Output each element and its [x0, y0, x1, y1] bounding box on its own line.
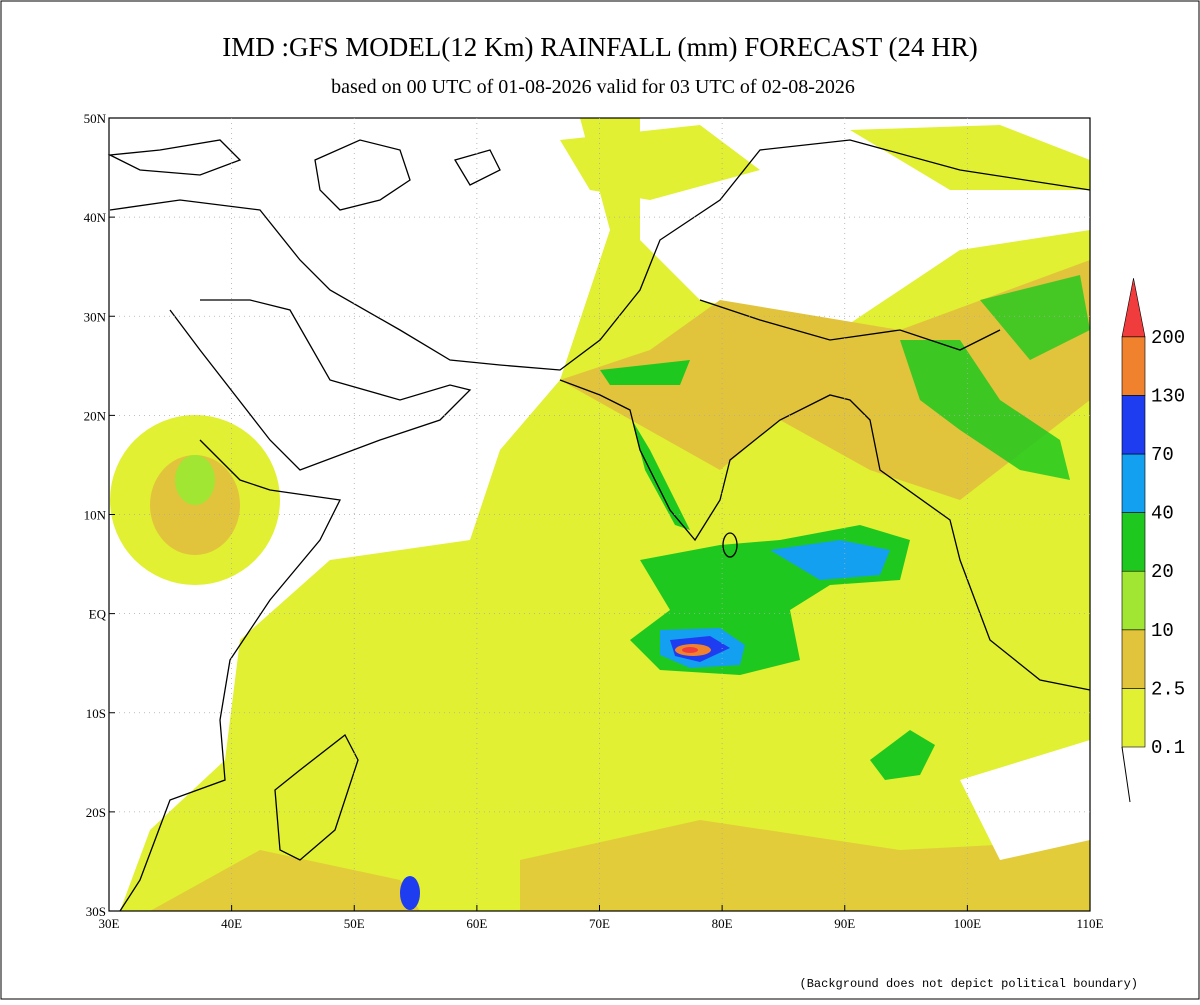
color-legend: 0.1 2.5 10 20 40 70 130 200 [1121, 278, 1185, 803]
lat-tick-label: 10S [86, 706, 106, 721]
coastlines [107, 139, 1091, 912]
title: IMD :GFS MODEL(12 Km) RAINFALL (mm) FORE… [222, 32, 978, 62]
legend-swatch [1121, 512, 1146, 572]
lon-tick-label: 70E [589, 916, 610, 931]
lon-tick-label: 110E [1077, 916, 1104, 931]
rain-area [980, 275, 1090, 360]
legend-level-label: 0.1 [1151, 737, 1185, 759]
legend-swatch [1121, 570, 1146, 631]
legend-level-label: 10 [1151, 620, 1174, 642]
lon-tick-label: 80E [712, 916, 733, 931]
lon-tick-label: 90E [834, 916, 855, 931]
lat-tick-label: 20N [84, 408, 107, 423]
lat-tick-label: 30N [84, 309, 107, 324]
lat-tick-label: 50N [84, 111, 107, 126]
legend-swatch [1121, 336, 1146, 396]
lat-tick-label: 10N [84, 508, 107, 523]
lon-tick-label: 40E [221, 916, 242, 931]
lat-tick-label: 30S [86, 904, 106, 919]
rain-area [850, 125, 1090, 190]
rain-area [560, 260, 1090, 500]
rain-area [682, 647, 698, 653]
rain-area [560, 125, 760, 200]
lat-tick-label: 20S [86, 805, 106, 820]
legend-level-label: 2.5 [1151, 678, 1185, 700]
footnote: (Background does not depict political bo… [800, 977, 1138, 991]
legend-triangle [1121, 278, 1146, 338]
legend-level-label: 70 [1151, 444, 1174, 466]
legend-level-label: 200 [1151, 327, 1185, 349]
legend-swatch [1121, 688, 1146, 748]
legend-tail [1121, 746, 1131, 803]
rain-area [150, 850, 420, 911]
rain-area [175, 455, 215, 505]
dry-area [109, 640, 240, 911]
dry-area [960, 740, 1090, 860]
lat-tick-label: EQ [89, 607, 107, 622]
lon-tick-label: 50E [344, 916, 365, 931]
rain-area [870, 730, 935, 780]
legend-swatch [1121, 395, 1146, 455]
rain-area [900, 340, 1070, 480]
lat-tick-label: 40N [84, 210, 107, 225]
lon-tick-label: 100E [954, 916, 982, 931]
subtitle: based on 00 UTC of 01-08-2026 valid for … [331, 76, 855, 98]
rain-area [520, 820, 1090, 911]
rain-area [400, 876, 420, 910]
lon-tick-label: 60E [466, 916, 487, 931]
legend-level-label: 40 [1151, 503, 1174, 525]
legend-level-label: 20 [1151, 561, 1174, 583]
rain-area [632, 420, 690, 530]
rain-area [600, 360, 690, 385]
lon-tick-label: 30E [99, 916, 120, 931]
rain-area [770, 540, 890, 580]
legend-level-label: 130 [1151, 385, 1185, 407]
axes: 30E 40E 50E 60E 70E 80E 90E 100E 110E 50N 40N 30N 20… [84, 111, 1104, 931]
legend-swatch [1121, 453, 1146, 513]
legend-swatch [1121, 629, 1146, 689]
